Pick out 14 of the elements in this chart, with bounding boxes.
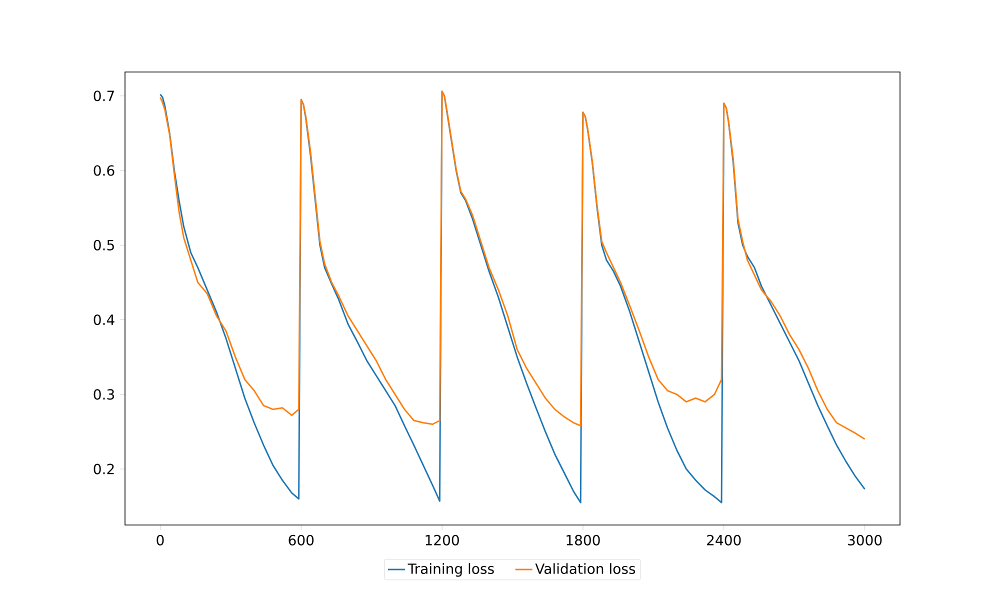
x-tick-label: 0 [156,534,164,546]
x-tick-label: 1200 [426,534,459,546]
legend-label: Training loss [408,563,494,577]
y-tick-label: 0.7 [94,90,114,102]
y-tick-label: 0.2 [94,464,114,474]
y-tick-label: 0.3 [94,389,114,400]
x-tick-label: 600 [288,534,314,546]
y-tick-label: 0.5 [94,240,114,250]
legend-label: Validation loss [535,563,636,574]
x-tick-label: 1800 [566,534,600,546]
x-tick-label: 3000 [848,534,882,546]
y-tick-label: 0.4 [94,314,114,326]
y-tick-label: 0.6 [94,165,114,176]
x-tick-label: 2400 [707,534,741,546]
